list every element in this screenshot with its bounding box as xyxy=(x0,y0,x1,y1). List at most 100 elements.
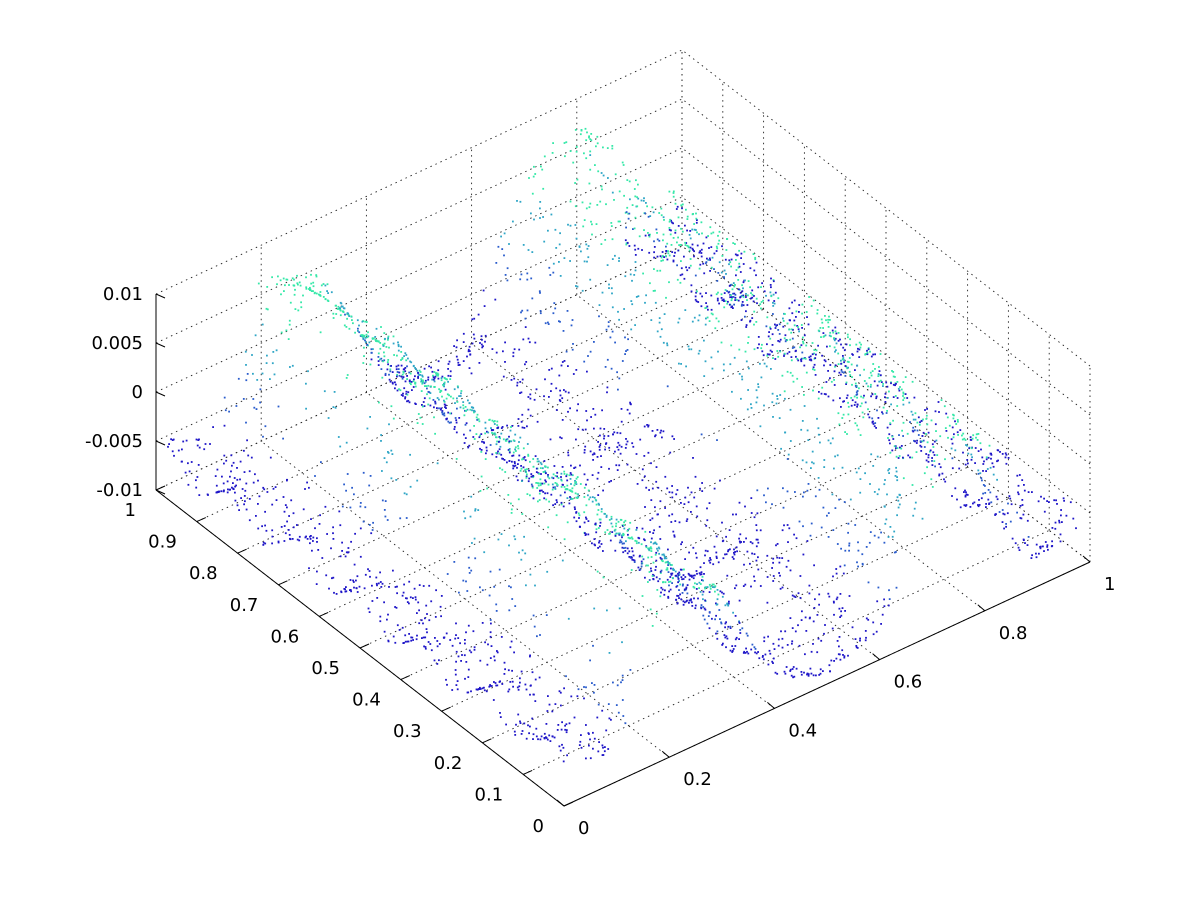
surface-point xyxy=(930,419,933,422)
surface-point xyxy=(654,289,656,292)
surface-point xyxy=(835,332,838,335)
surface-point xyxy=(713,586,716,589)
surface-point xyxy=(732,611,734,614)
surface-point xyxy=(620,681,622,684)
surface-point xyxy=(899,386,901,388)
surface-point xyxy=(621,360,624,362)
surface-point xyxy=(770,277,772,280)
surface-point xyxy=(548,500,550,503)
surface-point xyxy=(920,420,923,422)
surface-point xyxy=(856,405,858,408)
surface-point xyxy=(513,377,516,380)
surface-point xyxy=(565,729,568,731)
surface-point xyxy=(706,550,709,553)
surface-point xyxy=(842,654,844,656)
surface-point xyxy=(455,650,458,653)
surface-point xyxy=(867,408,869,411)
surface-point xyxy=(478,420,481,423)
surface-point xyxy=(575,483,578,485)
surface-point xyxy=(499,437,501,440)
surface-point xyxy=(576,285,579,288)
surface-point xyxy=(865,636,867,639)
surface-point xyxy=(234,485,236,488)
surface-point xyxy=(516,381,519,384)
surface-point xyxy=(724,622,727,625)
surface-point xyxy=(693,597,695,600)
surface-point xyxy=(552,477,555,480)
surface-point xyxy=(692,546,695,549)
surface-point xyxy=(831,493,834,496)
surface-point xyxy=(661,251,664,253)
surface-point xyxy=(838,498,840,501)
surface-point xyxy=(657,546,660,549)
surface-point xyxy=(841,649,844,652)
surface-point xyxy=(399,389,402,392)
surface-point xyxy=(593,737,596,740)
surface-point xyxy=(464,423,467,426)
surface-point xyxy=(760,301,763,303)
surface-point xyxy=(585,157,588,160)
surface-point xyxy=(560,479,563,482)
surface-point xyxy=(738,373,741,375)
surface-point xyxy=(790,359,793,362)
surface-point xyxy=(749,320,751,323)
surface-point xyxy=(504,668,506,671)
surface-point xyxy=(198,446,201,449)
surface-point xyxy=(770,368,772,370)
surface-point xyxy=(498,452,501,455)
surface-point xyxy=(731,305,733,308)
surface-point xyxy=(1044,541,1047,543)
surface-point xyxy=(700,248,703,251)
surface-point xyxy=(700,573,703,576)
surface-point xyxy=(687,486,689,489)
surface-point xyxy=(507,449,510,451)
surface-point xyxy=(532,614,535,617)
surface-point xyxy=(589,738,591,741)
surface-point xyxy=(272,351,275,353)
surface-point xyxy=(672,195,675,198)
surface-point xyxy=(686,229,688,232)
surface-point xyxy=(884,401,887,403)
surface-point xyxy=(776,672,779,675)
surface-point xyxy=(685,208,687,211)
surface-point xyxy=(540,735,543,738)
surface-point xyxy=(440,390,443,392)
surface-point xyxy=(812,366,815,369)
surface-point xyxy=(966,444,968,447)
surface-point xyxy=(506,461,508,464)
surface-point xyxy=(641,468,644,471)
surface-point xyxy=(223,396,226,399)
surface-point xyxy=(631,547,633,550)
surface-point xyxy=(240,497,242,499)
surface-point xyxy=(786,490,789,493)
surface-point xyxy=(985,506,987,508)
surface-point xyxy=(462,341,465,343)
surface-point xyxy=(926,466,928,469)
surface-point xyxy=(327,292,329,294)
y-tick-tick xyxy=(441,706,451,712)
surface-point xyxy=(822,327,824,329)
surface-point xyxy=(269,378,271,380)
surface-point xyxy=(827,536,830,538)
surface-point xyxy=(468,566,471,569)
surface-point xyxy=(396,375,398,378)
surface-point xyxy=(489,619,492,621)
surface-point xyxy=(956,498,958,501)
surface-point xyxy=(716,299,719,302)
surface-point xyxy=(912,430,915,433)
surface-point xyxy=(704,360,707,363)
surface-point xyxy=(484,421,487,424)
surface-point xyxy=(409,360,411,363)
surface-point xyxy=(807,483,810,485)
surface-point xyxy=(660,207,663,210)
surface-point xyxy=(820,392,823,395)
surface-point xyxy=(647,425,650,428)
surface-point xyxy=(633,561,636,563)
surface-point xyxy=(550,213,553,216)
surface-point xyxy=(584,428,587,431)
surface-point xyxy=(574,480,576,482)
surface-point xyxy=(575,146,578,148)
surface-point xyxy=(188,470,191,473)
surface-point xyxy=(347,547,350,549)
surface-point xyxy=(419,416,422,419)
